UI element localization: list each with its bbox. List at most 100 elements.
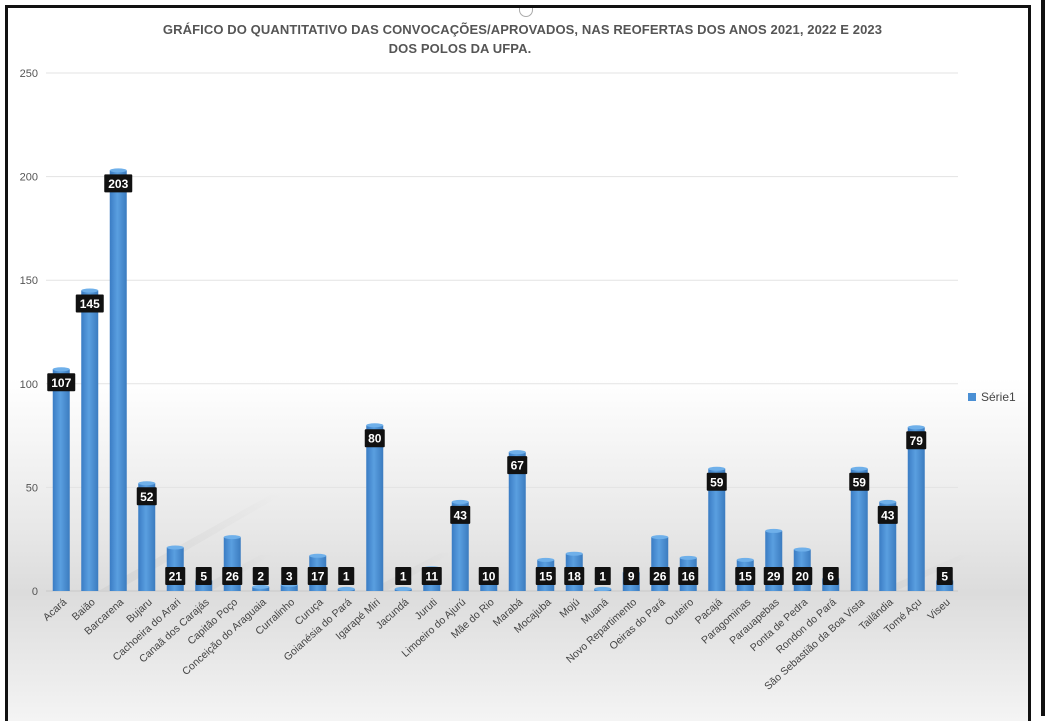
data-label: 3: [286, 570, 293, 584]
bar-cap: [879, 499, 897, 504]
data-label: 18: [568, 570, 582, 584]
bar-cap: [52, 367, 70, 372]
data-label-box: [763, 567, 784, 585]
data-label: 11: [425, 570, 438, 584]
bar-cap: [850, 466, 868, 471]
bar: [81, 290, 99, 591]
bar: [138, 483, 156, 591]
data-label: 6: [827, 570, 834, 584]
bar-cap: [337, 586, 355, 591]
legend-swatch: [968, 393, 976, 401]
data-label-box: [564, 567, 585, 585]
data-label-box: [478, 567, 499, 585]
chart-frame: [5, 5, 1031, 721]
y-tick-label: 200: [20, 172, 38, 184]
data-label: 203: [108, 177, 128, 191]
bar-cap: [708, 466, 726, 471]
bar: [109, 170, 127, 591]
bar-cap: [594, 586, 612, 591]
bar-cap: [565, 551, 583, 556]
data-label: 15: [539, 570, 553, 584]
data-label: 43: [454, 508, 468, 522]
data-label: 21: [169, 570, 183, 584]
data-label-box: [735, 567, 756, 585]
bars: [52, 168, 954, 591]
bar: [280, 584, 298, 591]
bar-cap: [166, 545, 184, 550]
data-label: 26: [653, 570, 667, 584]
bar-cap: [765, 528, 783, 533]
data-label-box: [421, 567, 442, 585]
data-label-box: [252, 567, 269, 585]
data-label-box: [195, 567, 212, 585]
chart-title-line1: GRÁFICO DO QUANTITATIVO DAS CONVOCAÇÕES/…: [162, 22, 883, 37]
data-label-box: [47, 373, 76, 392]
data-label-box: [507, 456, 528, 475]
bar-cap: [651, 535, 669, 540]
data-label: 9: [628, 570, 635, 584]
bar: [252, 586, 270, 591]
data-label-box: [281, 567, 298, 585]
data-label: 80: [368, 432, 382, 446]
x-tick-label: Outeiro: [663, 596, 697, 628]
data-label-box: [307, 567, 328, 585]
data-label: 67: [511, 459, 525, 473]
bar-cap: [81, 288, 99, 293]
data-label: 26: [226, 570, 240, 584]
data-label: 1: [400, 570, 407, 584]
y-tick-label: 0: [32, 586, 38, 598]
data-label-box: [906, 431, 927, 450]
data-label-box: [649, 567, 670, 585]
data-label-box: [75, 294, 104, 313]
data-label-box: [364, 429, 385, 448]
data-label-box: [877, 505, 898, 524]
data-label: 5: [200, 570, 207, 584]
chart-title-line2: DOS POLOS DA UFPA.: [388, 41, 532, 56]
bar: [508, 452, 526, 591]
data-label: 17: [311, 570, 325, 584]
data-label: 5: [941, 570, 948, 584]
data-label: 1: [599, 570, 606, 584]
data-label-box: [849, 472, 870, 491]
bar: [850, 468, 868, 591]
bar: [879, 501, 897, 591]
x-tick-label: Viseu: [925, 596, 953, 622]
data-label-box: [450, 505, 471, 524]
y-tick-label: 250: [20, 68, 38, 80]
data-label-box: [535, 567, 556, 585]
data-label: 20: [796, 570, 810, 584]
data-label: 16: [682, 570, 696, 584]
bar: [907, 427, 925, 591]
y-tick-label: 100: [20, 379, 38, 391]
chart-resize-handle[interactable]: [519, 8, 533, 17]
data-label: 145: [80, 297, 100, 311]
bar: [195, 580, 213, 591]
legend: Série1: [968, 390, 1016, 404]
data-label-box: [706, 472, 727, 491]
data-label-box: [936, 567, 953, 585]
data-label: 52: [140, 490, 154, 504]
bar-cap: [309, 553, 327, 558]
bar: [708, 468, 726, 591]
bar-cap: [366, 423, 384, 428]
bar-cap: [508, 450, 526, 455]
bar-cap: [679, 555, 697, 560]
frame-right-edge: [1041, 0, 1045, 716]
y-axis-ticks: 0 50 100 150 200 250: [20, 68, 38, 598]
bar: [936, 580, 954, 591]
bar-cap: [223, 535, 241, 540]
data-label: 59: [853, 475, 867, 489]
bar-shadow: [880, 555, 972, 590]
data-label: 107: [51, 376, 71, 390]
data-label: 1: [343, 570, 350, 584]
legend-label: Série1: [981, 390, 1016, 404]
data-label-box: [792, 567, 813, 585]
bar-cap: [537, 557, 555, 562]
y-tick-label: 150: [20, 275, 38, 287]
bar: [451, 501, 469, 591]
data-label-box: [104, 174, 133, 193]
data-label-box: [594, 567, 611, 585]
